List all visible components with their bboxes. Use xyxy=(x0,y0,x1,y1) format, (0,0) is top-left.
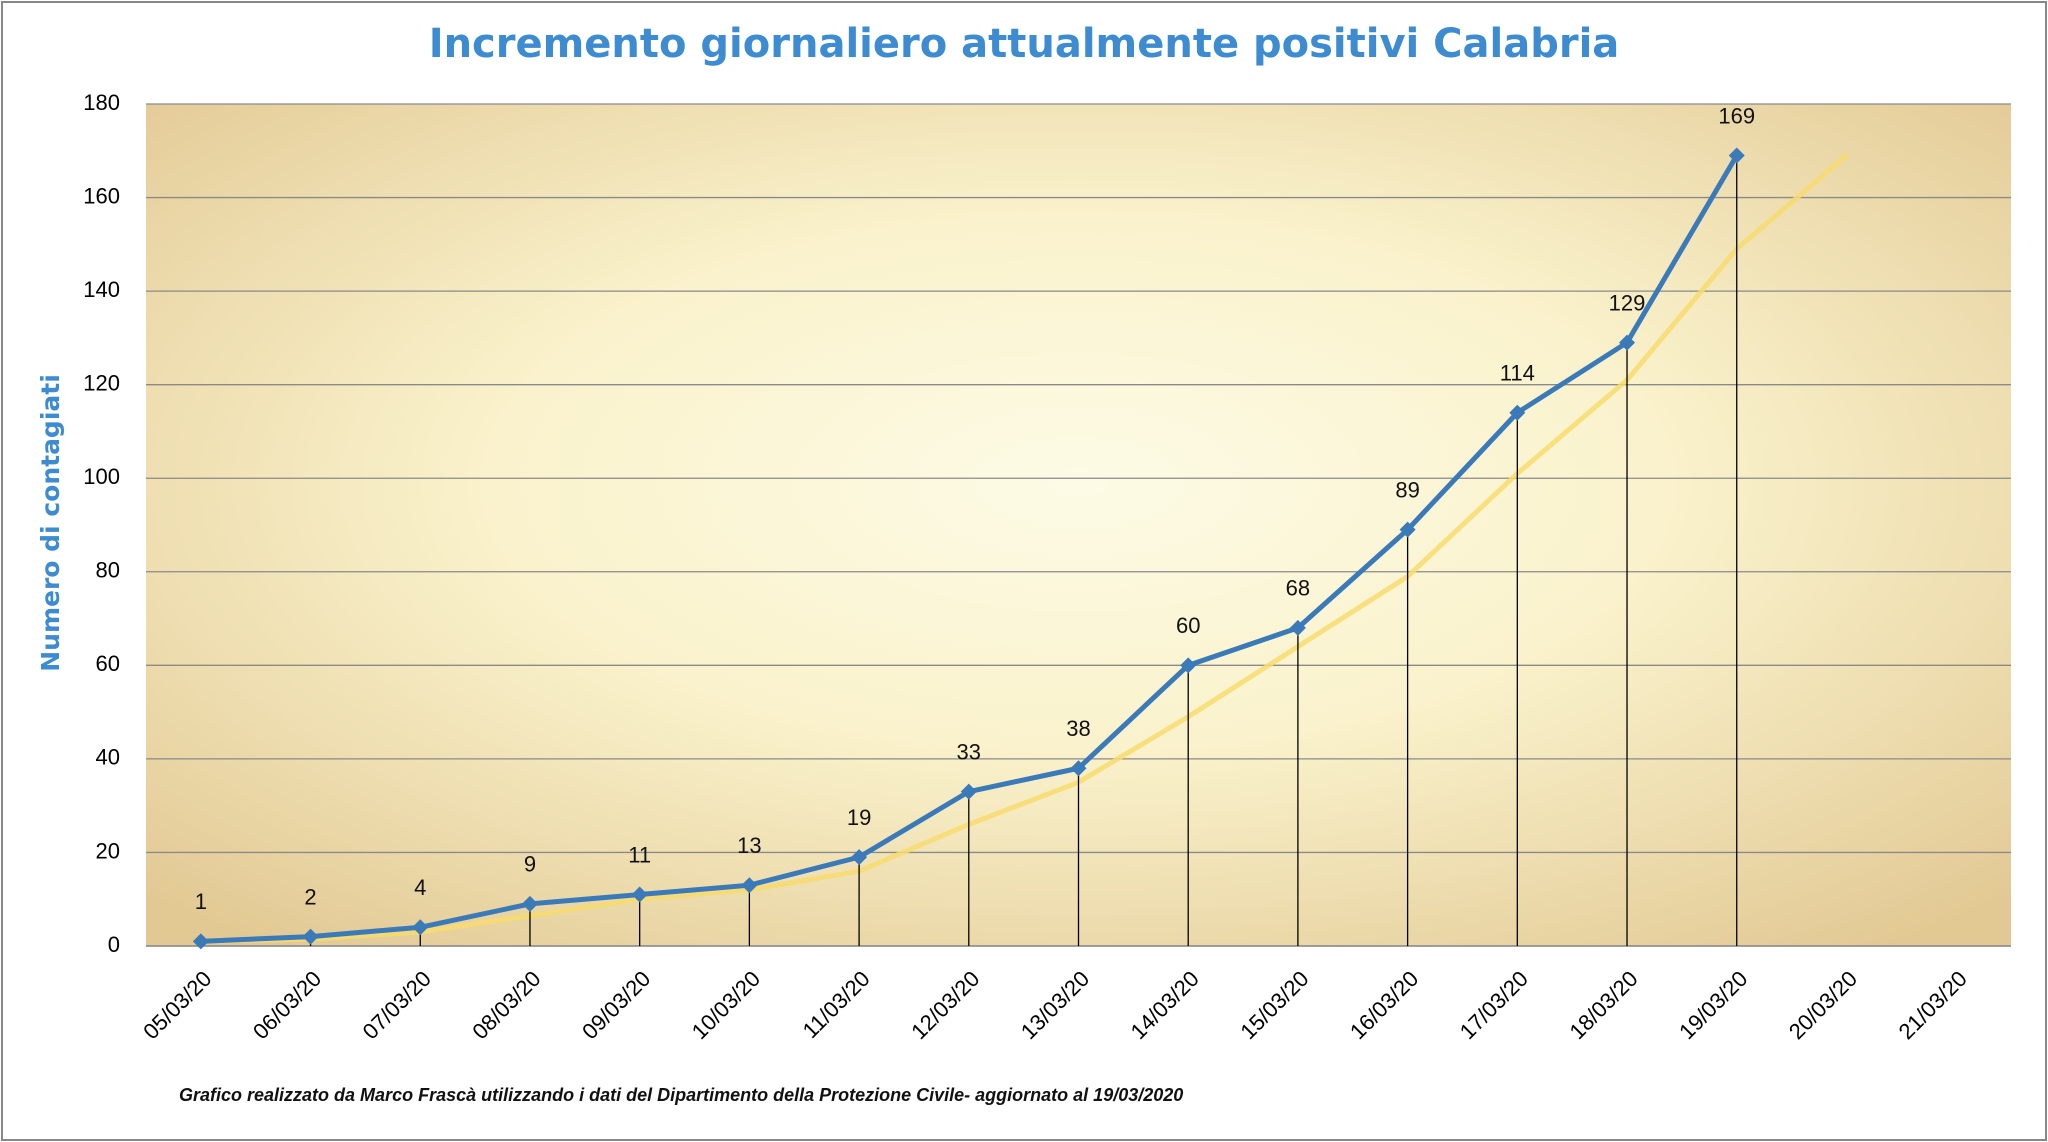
data-label: 129 xyxy=(1609,290,1646,315)
data-label: 4 xyxy=(414,875,426,900)
data-point xyxy=(302,928,319,945)
y-axis-label: Numero di contagiati xyxy=(36,374,65,672)
data-point xyxy=(192,933,209,950)
y-tick-label: 40 xyxy=(96,745,120,770)
data-label: 68 xyxy=(1286,576,1310,601)
data-label: 114 xyxy=(1500,361,1535,386)
data-label: 60 xyxy=(1176,613,1200,638)
data-point xyxy=(1619,334,1636,351)
data-label: 1 xyxy=(195,889,207,914)
data-point xyxy=(1728,147,1745,164)
series-line xyxy=(198,152,1849,944)
y-tick-label: 160 xyxy=(83,183,120,208)
y-tick-label: 180 xyxy=(83,90,120,115)
y-tick-label: 100 xyxy=(83,464,120,489)
y-tick-label: 140 xyxy=(83,277,120,302)
footnote: Grafico realizzato da Marco Frascà utili… xyxy=(179,1085,1183,1105)
y-tick-label: 120 xyxy=(83,370,120,395)
data-point xyxy=(1289,619,1306,636)
data-point xyxy=(960,783,977,800)
data-label: 169 xyxy=(1718,103,1755,128)
data-label: 19 xyxy=(847,805,871,830)
data-label: 33 xyxy=(957,739,981,764)
data-label: 2 xyxy=(304,884,316,909)
data-label: 11 xyxy=(628,842,651,867)
data-point xyxy=(412,919,429,936)
y-tick-label: 20 xyxy=(96,838,120,863)
chart-title: Incremento giornaliero attualmente posit… xyxy=(429,21,1620,67)
data-point xyxy=(1399,521,1416,538)
data-point xyxy=(1509,404,1526,421)
data-point xyxy=(631,886,648,903)
data-point xyxy=(1070,760,1087,777)
data-point xyxy=(741,877,758,894)
data-label: 38 xyxy=(1066,716,1090,741)
data-label: 89 xyxy=(1395,477,1419,502)
data-label: 13 xyxy=(737,833,761,858)
data-point xyxy=(521,895,538,912)
y-tick-label: 80 xyxy=(96,558,120,583)
y-tick-label: 0 xyxy=(108,932,120,957)
y-tick-label: 60 xyxy=(96,651,120,676)
data-point xyxy=(851,849,868,866)
data-label: 9 xyxy=(524,852,536,877)
data-point xyxy=(1180,657,1197,674)
